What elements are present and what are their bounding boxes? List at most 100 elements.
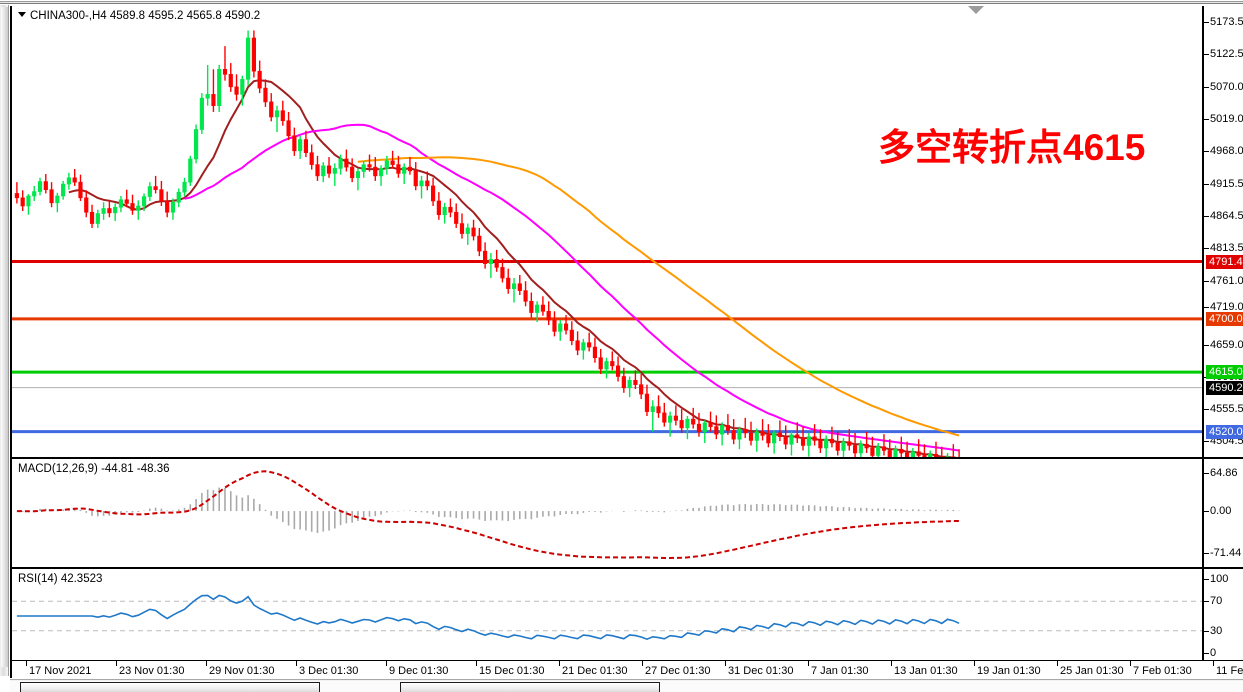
macd-plot-area[interactable] xyxy=(12,459,1202,567)
candle-bullish xyxy=(384,160,389,169)
candle-bearish xyxy=(546,311,551,321)
rsi-axis-tick xyxy=(1204,630,1209,632)
candle-bearish xyxy=(454,211,459,224)
candle-bearish xyxy=(766,435,771,444)
rsi-plot-area[interactable] xyxy=(12,569,1202,665)
price-axis[interactable]: 5173.5 5122.5 5070.0 5019.0 4968.0 4915.5 4864… xyxy=(1202,6,1243,457)
candle-bearish xyxy=(696,423,702,432)
candle-bearish xyxy=(159,189,164,202)
candle-bearish xyxy=(563,323,569,331)
candle-bullish xyxy=(26,195,31,207)
candle-bearish xyxy=(506,277,511,290)
candle-bearish xyxy=(523,290,528,302)
candle-bearish xyxy=(257,70,262,89)
candle-bearish xyxy=(633,379,638,385)
horizontal-scrollbar-thumb-right[interactable] xyxy=(400,682,660,692)
candle-bullish xyxy=(355,171,361,179)
candle-bearish xyxy=(800,437,806,446)
price-axis-tick xyxy=(1204,409,1209,411)
time-axis-tick xyxy=(1057,661,1058,666)
candle-bearish xyxy=(870,447,875,456)
rsi-pane[interactable]: RSI(14) 42.3523 100 70 30 0 xyxy=(12,568,1243,666)
macd-pane[interactable]: MACD(12,26,9) -44.81 -48.36 64.86 0.00 -71… xyxy=(12,458,1243,568)
candle-bullish xyxy=(402,166,407,174)
rsi-axis-label: 100 xyxy=(1210,573,1229,585)
rsi-axis-tick xyxy=(1204,653,1209,654)
candle-bullish xyxy=(37,181,43,192)
candle-bearish xyxy=(303,139,309,153)
macd-axis-tick xyxy=(1204,511,1209,513)
time-axis-tick xyxy=(1130,661,1131,666)
candle-bearish xyxy=(714,426,719,435)
candle-bearish xyxy=(153,186,158,190)
left-scrollbar[interactable] xyxy=(0,5,9,676)
rsi-axis-label: 30 xyxy=(1210,624,1223,637)
time-axis-label: 19 Jan 01:30 xyxy=(977,665,1041,677)
candle-bearish xyxy=(812,436,817,441)
candle-bearish xyxy=(477,235,482,252)
candle-bearish xyxy=(552,319,557,332)
rsi-axis-label: 70 xyxy=(1210,595,1223,608)
macd-axis-label: 0.00 xyxy=(1210,505,1232,518)
macd-axis-tick xyxy=(1204,473,1209,474)
candle-bearish xyxy=(587,342,592,348)
candle-bearish xyxy=(72,177,77,183)
candle-bearish xyxy=(621,376,626,389)
price-axis-tick xyxy=(1204,441,1209,443)
price-chart-svg xyxy=(12,30,1202,457)
horizontal-scrollbar-track[interactable] xyxy=(10,681,1243,692)
candle-bearish xyxy=(887,450,892,457)
current-price-label-4590[interactable]: 4590.2 xyxy=(1206,380,1243,395)
support-label-4615[interactable]: 4615.0 xyxy=(1206,365,1243,380)
time-axis-tick xyxy=(26,661,27,666)
time-axis[interactable]: 17 Nov 2021 23 Nov 01:30 29 Nov 01:30 3 Dec… xyxy=(10,660,1243,678)
candle-bullish xyxy=(604,361,609,370)
candle-bearish xyxy=(222,69,228,75)
candle-bearish xyxy=(835,442,840,451)
macd-axis-tick xyxy=(1204,553,1209,554)
candle-bullish xyxy=(170,201,176,213)
price-plot-area[interactable] xyxy=(12,6,1202,457)
candle-bearish xyxy=(459,223,465,234)
price-pane[interactable]: CHINA300-,H4 4589.8 4595.2 4565.8 4590.2… xyxy=(12,6,1243,458)
horizontal-scrollbar[interactable] xyxy=(10,679,1243,692)
candle-bearish xyxy=(471,227,476,237)
candle-bearish xyxy=(904,452,910,457)
candle-bearish xyxy=(43,181,48,190)
candle-bullish xyxy=(338,158,343,169)
price-axis-tick xyxy=(1204,21,1209,23)
candle-bullish xyxy=(361,164,366,172)
rsi-axis-label: 0 xyxy=(1210,647,1217,659)
candle-bearish xyxy=(517,283,522,291)
time-axis-label: 15 Dec 01:30 xyxy=(479,665,545,677)
candle-bearish xyxy=(373,166,378,177)
candle-bullish xyxy=(535,304,540,313)
candle-bullish xyxy=(246,37,251,80)
candle-bearish xyxy=(326,165,332,174)
price-axis-label: 4968.0 xyxy=(1210,144,1243,157)
resistance-label-4700[interactable]: 4700.0 xyxy=(1206,311,1243,326)
support-label-4520[interactable]: 4520.0 xyxy=(1206,424,1243,439)
time-axis-tick xyxy=(476,661,477,666)
left-scrollbar-thumb[interactable] xyxy=(1,7,8,667)
candle-bullish xyxy=(199,97,204,130)
candle-bearish xyxy=(211,94,216,106)
candle-bullish xyxy=(113,206,118,214)
candle-bearish xyxy=(777,432,783,437)
candle-bullish xyxy=(378,168,384,177)
candle-bullish xyxy=(893,448,898,457)
resistance-label-4791[interactable]: 4791.4 xyxy=(1206,254,1243,269)
candle-bullish xyxy=(61,183,66,197)
candle-bullish xyxy=(298,139,303,152)
candle-bearish xyxy=(743,428,748,434)
price-axis-tick xyxy=(1204,183,1209,185)
caret-down-icon[interactable] xyxy=(18,12,26,18)
candle-bearish xyxy=(20,197,25,207)
horizontal-scrollbar-thumb-left[interactable] xyxy=(20,682,320,692)
candle-bearish xyxy=(280,110,285,122)
time-axis-label: 9 Dec 01:30 xyxy=(389,665,449,677)
price-axis-label: 4555.5 xyxy=(1210,403,1243,416)
time-axis-tick xyxy=(642,661,643,666)
price-axis-tick xyxy=(1204,344,1209,346)
price-axis-label: 5019.0 xyxy=(1210,112,1243,125)
